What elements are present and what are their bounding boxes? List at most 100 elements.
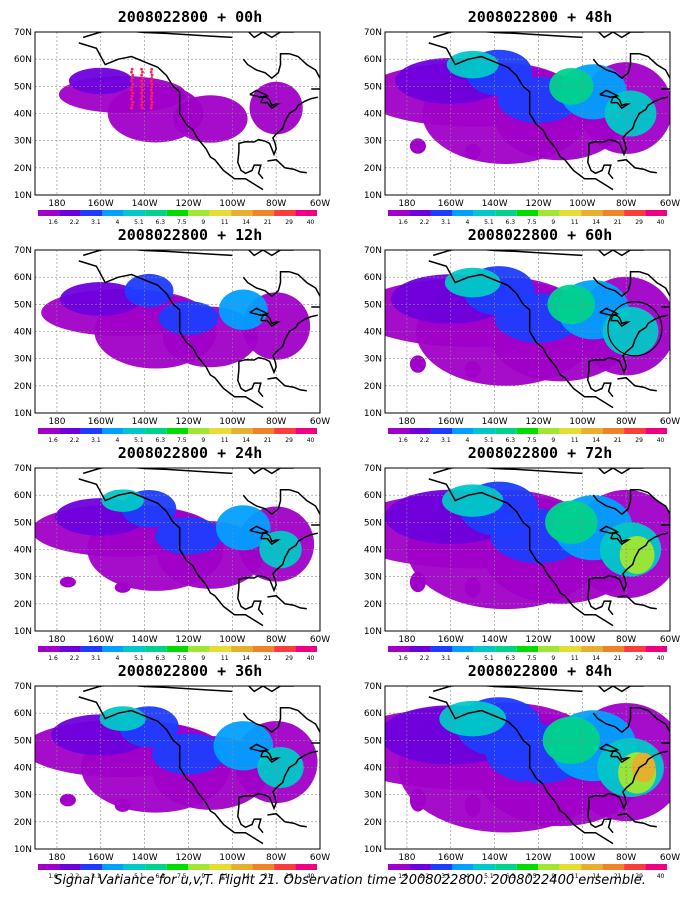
colorbar-swatch [602, 428, 625, 434]
lat-label: 70N [364, 246, 382, 256]
map-area: 10N 20N 30N 40N 50N 60N 70N 180 160W 140W 120W 100W… [14, 464, 330, 662]
variance-contour [114, 582, 131, 593]
coastline [428, 32, 670, 191]
map-svg: 10N 20N 30N 40N 50N 60N 70N 180 160W 140W 120W 100W… [14, 246, 330, 444]
colorbar-label: 40 [657, 873, 665, 880]
lon-label: 140W [132, 635, 158, 645]
lat-label: 10N [14, 409, 32, 419]
colorbar: 1.6 2.2 3.1 4 5.1 6.3 7.5 9 11 14 21 29 40 [38, 864, 317, 880]
variance-contour [545, 500, 598, 545]
colorbar-label: 14 [592, 219, 600, 226]
colorbar-label: 29 [635, 655, 643, 662]
observation-point [150, 91, 154, 95]
colorbar-swatch [188, 864, 210, 870]
observation-point [130, 97, 133, 101]
colorbar-label: 4 [115, 655, 119, 662]
colorbar-label: 6.3 [506, 219, 516, 226]
variance-field [385, 481, 670, 610]
observation-point [140, 103, 143, 107]
colorbar-label: 6.3 [156, 437, 166, 444]
lat-label: 10N [364, 627, 382, 637]
colorbar-label: 2.2 [70, 437, 80, 444]
lat-label: 60N [364, 491, 382, 501]
colorbar-swatch [145, 210, 167, 216]
lon-label: 100W [219, 199, 245, 209]
colorbar-swatch [123, 428, 146, 434]
colorbar-swatch [430, 864, 453, 870]
lon-label: 160W [88, 853, 114, 863]
colorbar-label: 3.1 [441, 219, 451, 226]
colorbar-swatch [516, 428, 539, 434]
lon-label: 80W [266, 417, 286, 427]
map-panel: 10N 20N 30N 40N 50N 60N 70N 180 160W 140W 120W 100W… [0, 8, 340, 228]
colorbar: 1.6 2.2 3.1 4 5.1 6.3 7.5 9 11 14 21 29 40 [388, 864, 667, 880]
map-frame [34, 467, 321, 632]
colorbar: 1.6 2.2 3.1 4 5.1 6.3 7.5 9 11 14 21 29 40 [38, 210, 317, 226]
observation-point [141, 106, 144, 110]
lat-label: 40N [364, 328, 382, 338]
map-svg: 10N 20N 30N 40N 50N 60N 70N 180 160W 140W 120W 100W… [364, 28, 680, 226]
colorbar-label: 11 [221, 873, 229, 880]
map-panel: 10N 20N 30N 40N 50N 60N 70N 180 160W 140W 120W 100W… [0, 226, 340, 446]
lon-label: 180 [398, 417, 415, 427]
graticule [35, 250, 321, 413]
colorbar-swatch [538, 646, 560, 652]
colorbar-swatch [388, 646, 410, 652]
lat-label: 40N [364, 110, 382, 120]
lat-label: 20N [364, 818, 382, 828]
colorbar-swatch [188, 428, 210, 434]
variance-contour [439, 700, 507, 737]
colorbar-swatch [581, 210, 603, 216]
colorbar-label: 14 [592, 873, 600, 880]
observation-point [131, 100, 135, 104]
lat-label: 60N [14, 491, 32, 501]
lat-label: 70N [364, 682, 382, 692]
observation-point [150, 73, 154, 77]
lon-label: 180 [48, 199, 65, 209]
colorbar-swatch [231, 646, 253, 652]
variance-contour [519, 563, 536, 585]
lat-label: 40N [364, 546, 382, 556]
observation-points [130, 67, 154, 110]
colorbar-swatch [624, 646, 646, 652]
colorbar-label: 1.6 [398, 873, 408, 880]
map-frame [384, 249, 671, 414]
lon-label: 80W [266, 853, 286, 863]
observation-point [140, 73, 143, 77]
colorbar-label: 29 [635, 219, 643, 226]
lat-label: 60N [14, 709, 32, 719]
panel-title: 2008022800 + 12h [117, 226, 263, 244]
observation-point [150, 100, 154, 104]
observation-point [149, 79, 153, 83]
colorbar-label: 3.1 [441, 873, 451, 880]
colorbar-swatch [252, 428, 275, 434]
colorbar-swatch [80, 210, 103, 216]
colorbar-swatch [102, 646, 124, 652]
coastline [78, 468, 320, 627]
colorbar-swatch [645, 864, 667, 870]
observation-point [141, 82, 144, 86]
colorbar-swatch [274, 210, 296, 216]
colorbar-label: 1.6 [48, 437, 58, 444]
observation-point [130, 76, 134, 80]
lon-label: 60W [310, 853, 330, 863]
map-panel: 10N 20N 30N 40N 50N 60N 70N 180 160W 140W 120W 100W… [350, 226, 690, 446]
lat-label: 40N [14, 110, 32, 120]
colorbar-swatch [624, 210, 646, 216]
lon-label: 60W [310, 635, 330, 645]
variance-field [385, 697, 670, 833]
lat-label: 70N [14, 246, 32, 256]
lat-label: 50N [14, 736, 32, 746]
colorbar-swatch [581, 428, 603, 434]
observation-point [140, 67, 143, 71]
observation-point [150, 85, 154, 89]
map-panel: 10N 20N 30N 40N 50N 60N 70N 180 160W 140W 120W 100W… [350, 444, 690, 664]
variance-contour [59, 576, 76, 588]
colorbar-label: 11 [571, 655, 579, 662]
colorbar-swatch [295, 646, 317, 652]
variance-contour [215, 505, 271, 551]
lon-label: 180 [398, 199, 415, 209]
coastline [428, 686, 670, 845]
lon-label: 160W [438, 417, 464, 427]
colorbar-swatch [645, 428, 667, 434]
